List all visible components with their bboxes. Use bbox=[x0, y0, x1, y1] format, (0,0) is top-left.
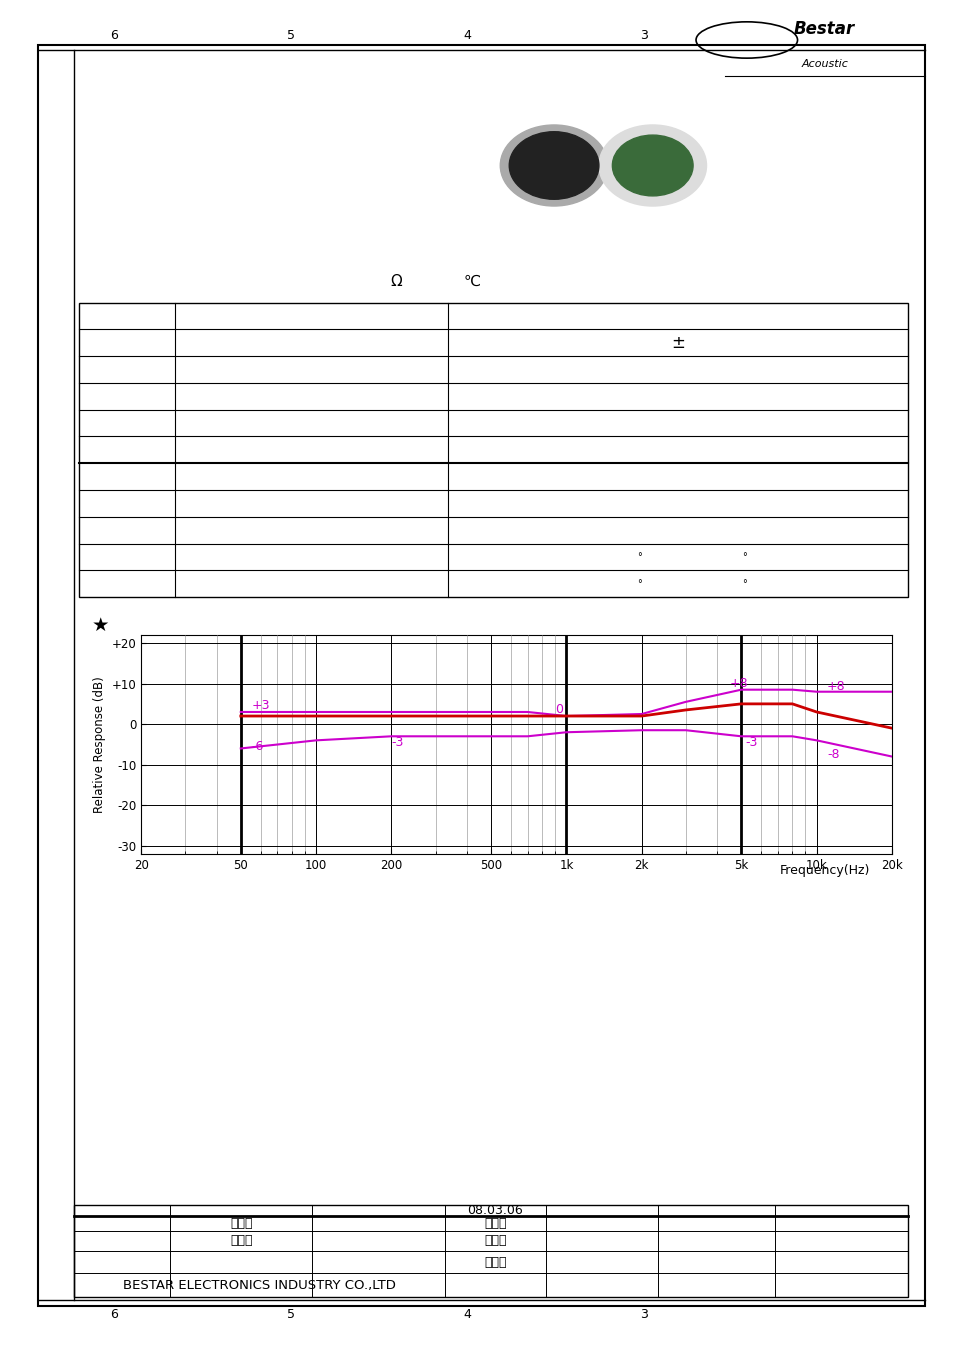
Bar bbox=[74, 1205, 907, 1297]
Text: ℃: ℃ bbox=[463, 273, 480, 289]
Text: °: ° bbox=[637, 553, 641, 562]
Text: Bestar: Bestar bbox=[793, 20, 855, 38]
Text: °: ° bbox=[741, 578, 746, 589]
Circle shape bbox=[598, 126, 706, 207]
Bar bbox=[79, 303, 907, 597]
Text: +3: +3 bbox=[251, 700, 270, 712]
Text: 6: 6 bbox=[111, 28, 118, 42]
Text: 徐金国: 徐金国 bbox=[484, 1217, 506, 1229]
Text: 徐金国: 徐金国 bbox=[230, 1217, 253, 1229]
Text: 3: 3 bbox=[639, 1308, 647, 1321]
Text: 5: 5 bbox=[287, 1308, 294, 1321]
Text: BESTAR ELECTRONICS INDUSTRY CO.,LTD: BESTAR ELECTRONICS INDUSTRY CO.,LTD bbox=[123, 1278, 395, 1292]
Text: Frequency(Hz): Frequency(Hz) bbox=[780, 863, 869, 877]
Text: °: ° bbox=[637, 578, 641, 589]
Text: 08.03.06: 08.03.06 bbox=[467, 1204, 523, 1217]
Text: °: ° bbox=[741, 553, 746, 562]
Text: 4: 4 bbox=[463, 1308, 471, 1321]
Text: 3: 3 bbox=[639, 28, 647, 42]
Text: -8: -8 bbox=[826, 748, 839, 761]
Text: 4: 4 bbox=[463, 28, 471, 42]
Text: ±: ± bbox=[671, 334, 684, 351]
Text: 李华佳: 李华佳 bbox=[484, 1235, 506, 1247]
Circle shape bbox=[499, 126, 607, 207]
Text: -3: -3 bbox=[745, 736, 757, 748]
Text: +8: +8 bbox=[826, 681, 844, 693]
Text: Acoustic: Acoustic bbox=[801, 59, 847, 69]
Text: Ω: Ω bbox=[390, 273, 401, 289]
Text: 6: 6 bbox=[111, 1308, 118, 1321]
Text: 王丽娟: 王丽娟 bbox=[230, 1235, 253, 1247]
Text: 0: 0 bbox=[555, 704, 562, 716]
Text: -3: -3 bbox=[391, 736, 403, 748]
Text: 张秀琴: 张秀琴 bbox=[484, 1255, 506, 1269]
Text: -6: -6 bbox=[251, 740, 263, 753]
Y-axis label: Relative Response (dB): Relative Response (dB) bbox=[93, 676, 106, 813]
Circle shape bbox=[509, 132, 598, 200]
Text: +8: +8 bbox=[729, 677, 748, 690]
Circle shape bbox=[612, 135, 692, 196]
Text: ★: ★ bbox=[91, 616, 109, 635]
Text: 5: 5 bbox=[287, 28, 294, 42]
